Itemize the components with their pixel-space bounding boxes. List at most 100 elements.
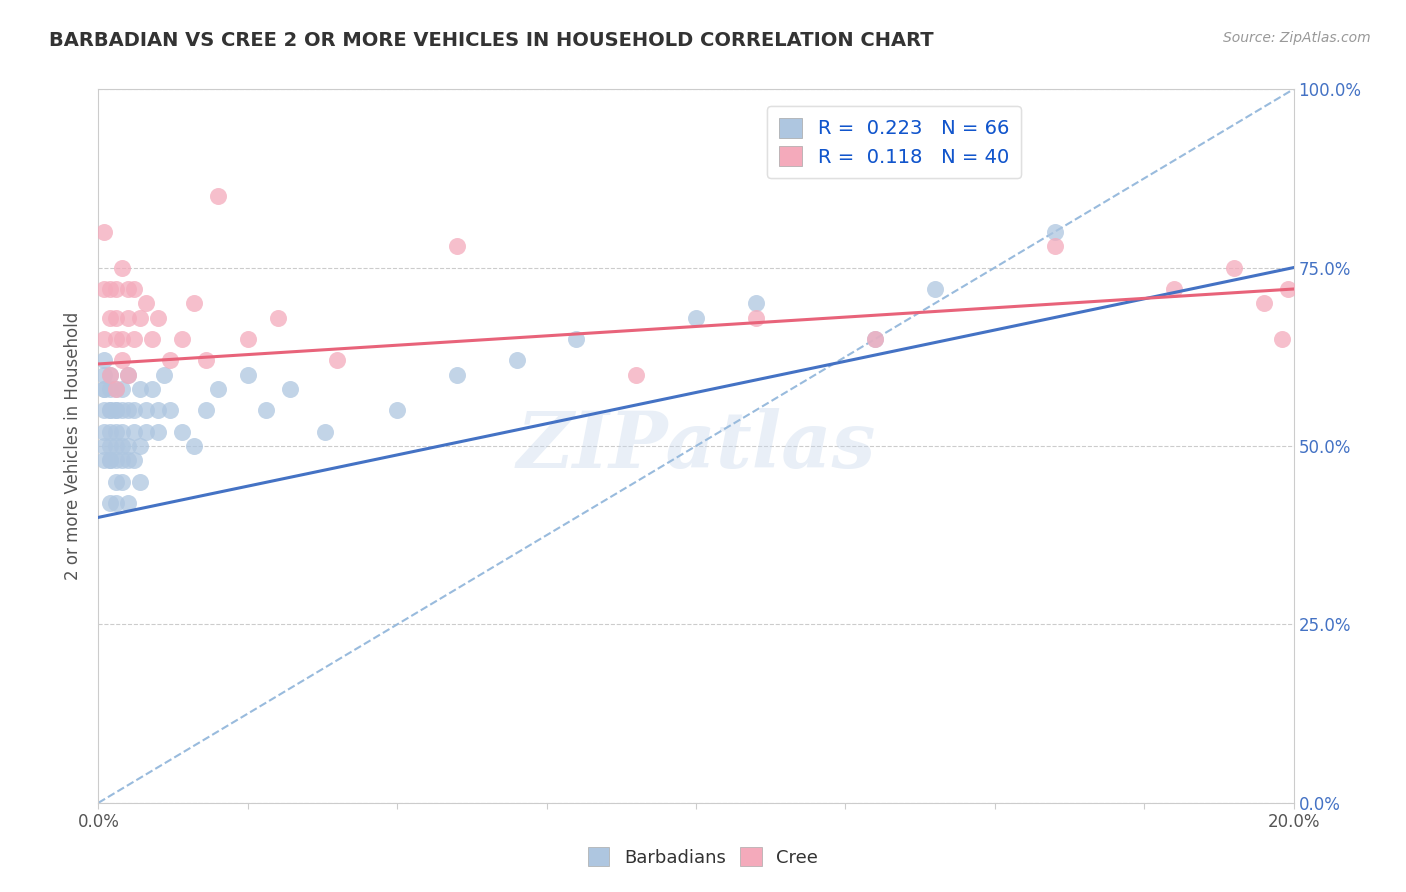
Point <box>117 439 139 453</box>
Point <box>93 332 115 346</box>
Point <box>446 368 468 382</box>
Point <box>385 403 409 417</box>
Point <box>1277 282 1299 296</box>
Point <box>93 225 115 239</box>
Point <box>111 353 134 368</box>
Point <box>93 382 115 396</box>
Point <box>98 403 122 417</box>
Point <box>117 368 139 382</box>
Point <box>93 425 115 439</box>
Point <box>117 496 139 510</box>
Point <box>98 282 122 296</box>
Point <box>1253 296 1275 310</box>
Y-axis label: 2 or more Vehicles in Household: 2 or more Vehicles in Household <box>65 312 83 580</box>
Point <box>105 310 128 325</box>
Text: Source: ZipAtlas.com: Source: ZipAtlas.com <box>1223 31 1371 45</box>
Point <box>98 368 122 382</box>
Point <box>93 282 115 296</box>
Point <box>93 353 115 368</box>
Point <box>105 282 128 296</box>
Point <box>267 310 290 325</box>
Point <box>124 453 146 467</box>
Point <box>326 353 349 368</box>
Point <box>236 368 259 382</box>
Point <box>117 368 139 382</box>
Text: BARBADIAN VS CREE 2 OR MORE VEHICLES IN HOUSEHOLD CORRELATION CHART: BARBADIAN VS CREE 2 OR MORE VEHICLES IN … <box>49 31 934 50</box>
Point <box>105 439 128 453</box>
Point <box>117 310 139 325</box>
Point <box>124 425 146 439</box>
Point <box>1163 282 1185 296</box>
Point <box>129 382 152 396</box>
Point <box>98 496 122 510</box>
Point <box>865 332 887 346</box>
Point <box>93 453 115 467</box>
Point <box>93 403 115 417</box>
Text: ZIPatlas: ZIPatlas <box>516 408 876 484</box>
Point <box>183 439 205 453</box>
Point <box>111 439 134 453</box>
Point <box>111 453 134 467</box>
Point <box>105 332 128 346</box>
Point <box>117 453 139 467</box>
Point <box>98 453 122 467</box>
Point <box>141 332 163 346</box>
Point <box>117 403 139 417</box>
Point <box>865 332 887 346</box>
Point <box>278 382 301 396</box>
Point <box>93 439 115 453</box>
Point <box>195 403 218 417</box>
Point <box>111 403 134 417</box>
Point <box>98 403 122 417</box>
Point <box>117 282 139 296</box>
Point <box>924 282 946 296</box>
Point <box>124 282 146 296</box>
Point <box>148 425 170 439</box>
Point <box>183 296 205 310</box>
Point <box>207 382 229 396</box>
Point <box>141 382 163 396</box>
Point <box>195 353 218 368</box>
Point <box>111 382 134 396</box>
Point <box>153 368 176 382</box>
Point <box>105 496 128 510</box>
Legend: R =  0.223   N = 66, R =  0.118   N = 40: R = 0.223 N = 66, R = 0.118 N = 40 <box>768 106 1021 178</box>
Point <box>745 310 768 325</box>
Point <box>111 425 134 439</box>
Point <box>111 260 134 275</box>
Point <box>98 368 122 382</box>
Point <box>135 425 157 439</box>
Point <box>98 382 122 396</box>
Point <box>148 310 170 325</box>
Point <box>254 403 277 417</box>
Point <box>159 403 181 417</box>
Point <box>105 453 128 467</box>
Point <box>1043 239 1066 253</box>
Point <box>236 332 259 346</box>
Point <box>685 310 707 325</box>
Point <box>1043 225 1066 239</box>
Point <box>159 353 181 368</box>
Point <box>111 475 134 489</box>
Point <box>129 310 152 325</box>
Point <box>148 403 170 417</box>
Point <box>111 332 134 346</box>
Point <box>93 368 115 382</box>
Point <box>1223 260 1246 275</box>
Point <box>93 382 115 396</box>
Point <box>172 425 194 439</box>
Point <box>98 425 122 439</box>
Point <box>565 332 588 346</box>
Point <box>98 439 122 453</box>
Point <box>105 403 128 417</box>
Point <box>135 403 157 417</box>
Point <box>446 239 468 253</box>
Point <box>105 382 128 396</box>
Point <box>207 189 229 203</box>
Point <box>129 439 152 453</box>
Point <box>98 453 122 467</box>
Point <box>506 353 529 368</box>
Point <box>626 368 648 382</box>
Point <box>315 425 337 439</box>
Point <box>98 310 122 325</box>
